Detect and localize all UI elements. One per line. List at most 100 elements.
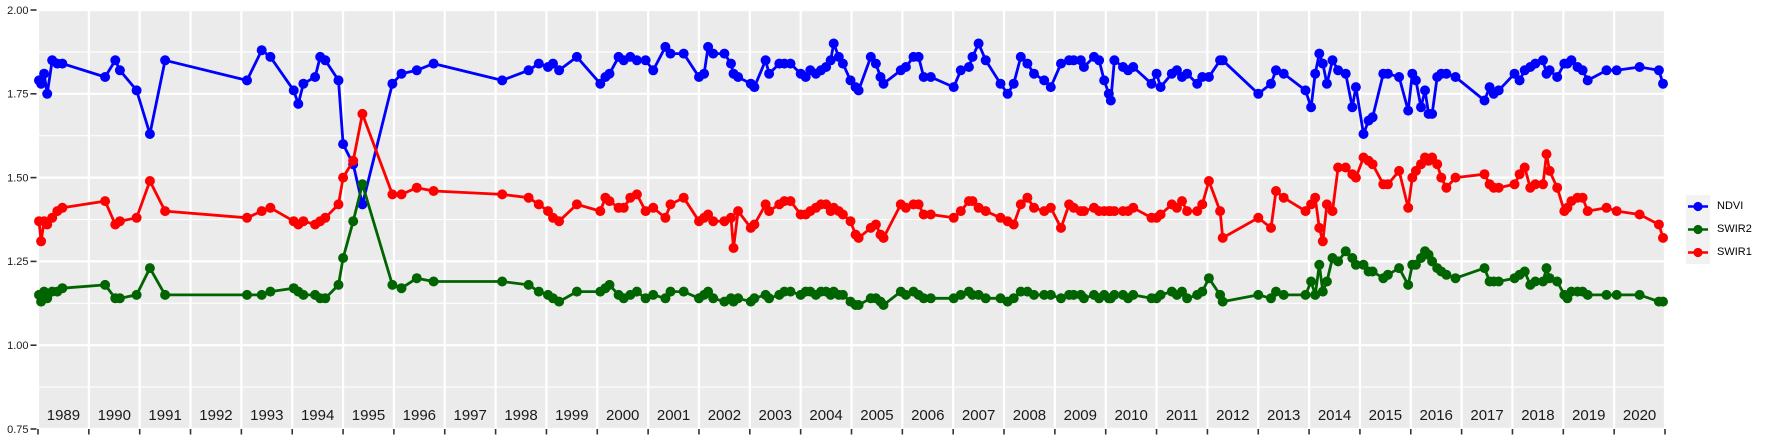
- data-point: [631, 55, 642, 66]
- data-point: [1306, 276, 1317, 287]
- legend-item-swir2: SWIR2: [1686, 218, 1752, 241]
- data-point: [288, 85, 299, 96]
- data-point: [1582, 206, 1593, 217]
- data-point: [1310, 68, 1321, 79]
- data-point: [298, 78, 309, 89]
- data-point: [160, 289, 171, 300]
- data-point: [631, 286, 642, 297]
- data-point: [1493, 182, 1504, 193]
- data-point: [973, 38, 984, 49]
- data-point: [144, 263, 155, 274]
- data-point: [1094, 55, 1105, 66]
- data-point: [36, 236, 47, 247]
- data-point: [357, 179, 368, 190]
- data-point: [948, 212, 959, 223]
- data-point: [760, 55, 771, 66]
- data-point: [160, 206, 171, 217]
- data-point: [571, 286, 582, 297]
- data-point: [708, 293, 719, 304]
- data-point: [618, 202, 629, 213]
- x-tick-label: 1989: [47, 407, 80, 424]
- data-point: [1541, 263, 1552, 274]
- data-point: [665, 48, 676, 59]
- data-point: [1300, 206, 1311, 217]
- data-point: [918, 72, 929, 82]
- data-point: [265, 286, 276, 297]
- data-point: [1509, 179, 1520, 190]
- x-tick-label: 1999: [555, 407, 588, 424]
- data-point: [265, 202, 276, 213]
- data-point: [1441, 182, 1452, 193]
- y-tick-label: 1.25: [7, 256, 28, 268]
- data-point: [1450, 172, 1461, 183]
- data-point: [749, 219, 760, 230]
- data-point: [533, 286, 544, 297]
- data-point: [1203, 176, 1214, 186]
- data-point: [1314, 48, 1325, 59]
- data-point: [1420, 85, 1430, 96]
- data-point: [320, 293, 331, 304]
- series-SWIR1: [34, 108, 1668, 253]
- data-point: [1056, 293, 1066, 304]
- data-point: [900, 289, 911, 300]
- data-point: [1416, 102, 1426, 113]
- data-point: [1317, 236, 1328, 247]
- series-SWIR2: [34, 179, 1668, 310]
- data-point: [1347, 102, 1358, 113]
- data-point: [967, 51, 978, 62]
- data-point: [678, 192, 689, 203]
- data-point: [913, 51, 924, 62]
- legend-item-swir1: SWIR1: [1686, 241, 1752, 264]
- data-point: [1045, 202, 1056, 213]
- data-point: [320, 212, 331, 223]
- data-point: [825, 55, 836, 66]
- data-point: [1611, 206, 1622, 217]
- data-point: [955, 206, 966, 217]
- x-tick-label: 2001: [657, 407, 690, 424]
- data-point: [1109, 206, 1120, 217]
- data-point: [1327, 206, 1338, 217]
- data-point: [648, 65, 659, 76]
- data-point: [411, 182, 422, 193]
- data-point: [1544, 65, 1555, 76]
- data-point: [837, 58, 848, 69]
- data-point: [523, 65, 534, 76]
- data-point: [1479, 169, 1490, 180]
- data-point: [870, 58, 881, 69]
- data-point: [1078, 293, 1089, 304]
- data-point: [1217, 55, 1228, 66]
- data-point: [1653, 219, 1664, 230]
- data-point: [1514, 75, 1525, 86]
- data-point: [1068, 289, 1079, 300]
- data-point: [1300, 85, 1311, 96]
- data-point: [523, 192, 534, 203]
- data-point: [1015, 199, 1026, 210]
- data-point: [387, 279, 398, 290]
- data-point: [1394, 263, 1405, 274]
- data-point: [1544, 165, 1555, 176]
- data-point: [1278, 68, 1289, 79]
- data-point: [1203, 273, 1214, 284]
- data-point: [708, 48, 719, 59]
- x-tick-label: 2002: [708, 407, 741, 424]
- data-point: [878, 78, 889, 89]
- data-point: [1350, 259, 1361, 270]
- data-point: [333, 199, 344, 210]
- data-point: [497, 189, 508, 200]
- data-point: [1577, 192, 1588, 203]
- data-point: [1215, 206, 1226, 217]
- data-point: [1321, 78, 1332, 89]
- data-point: [497, 276, 508, 287]
- data-point: [728, 243, 739, 253]
- data-point: [1321, 199, 1332, 210]
- data-point: [1182, 206, 1193, 217]
- y-tick-label: 2.00: [7, 5, 28, 17]
- data-point: [1333, 256, 1344, 267]
- x-tick-label: 1996: [403, 407, 436, 424]
- data-point: [1582, 75, 1593, 86]
- data-point: [648, 289, 659, 300]
- data-point: [1217, 232, 1228, 243]
- y-tick-label: 1.75: [7, 89, 28, 101]
- data-point: [1519, 266, 1530, 277]
